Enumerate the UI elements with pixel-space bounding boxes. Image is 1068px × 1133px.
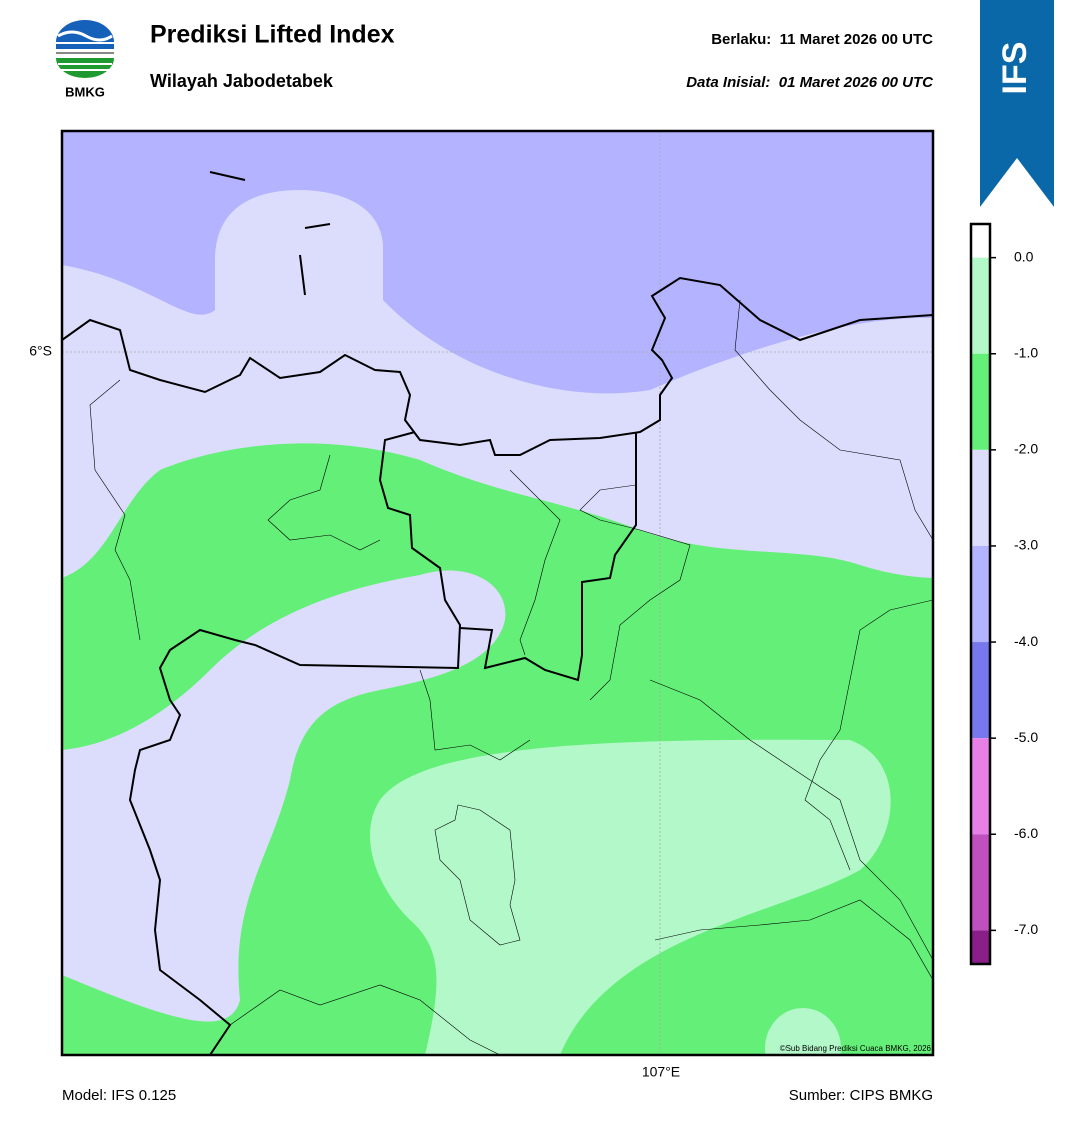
colorbar-tick-label: -1.0 (1014, 344, 1038, 360)
init-time: Data Inisial: 01 Maret 2026 00 UTC (686, 74, 934, 91)
colorbar-tick-label: -7.0 (1014, 921, 1038, 937)
map: 6°S 107°E ©Sub Bidang Prediksi Cuaca BMK… (29, 129, 935, 1080)
colorbar-tick-label: 0.0 (1014, 248, 1034, 264)
colorbar-segment (971, 545, 990, 643)
colorbar-tick-label: -4.0 (1014, 633, 1038, 649)
colorbar-tick-label: -3.0 (1014, 537, 1038, 553)
boundaries (89, 299, 933, 1055)
colorbar-segment (971, 257, 990, 354)
colorbar-segment (971, 930, 990, 964)
lat-label: 6°S (29, 343, 52, 359)
coastline (62, 171, 933, 1055)
colorbar-segment (971, 834, 990, 931)
colorbar-segment (971, 642, 990, 739)
colorbar-frame (969, 222, 992, 966)
badge-text: IFS (996, 42, 1034, 95)
colorbar-tick-label: -5.0 (1014, 729, 1038, 745)
footer-model: Model: IFS 0.125 (62, 1087, 176, 1104)
ifs-badge (980, 0, 1054, 207)
colorbar-segment (971, 449, 990, 546)
footer-source: Sumber: CIPS BMKG (789, 1087, 933, 1104)
credit: ©Sub Bidang Prediksi Cuaca BMKG, 2026 (780, 1044, 932, 1053)
title: Prediksi Lifted Index (150, 21, 395, 49)
logo-text: BMKG (65, 84, 105, 99)
colorbar-segment (971, 738, 990, 835)
colorbar-tick-label: -2.0 (1014, 441, 1038, 457)
bmkg-logo: BMKG (56, 20, 114, 99)
map-frame (60, 129, 935, 1057)
colorbar-segment (971, 353, 990, 450)
colorbar-tick-label: -6.0 (1014, 825, 1038, 841)
colorbar-segment (971, 224, 990, 258)
colorbar: 0.0 -1.0 -2.0 -3.0 -4.0 -5.0 -6.0 -7.0 (969, 222, 1038, 966)
valid-time: Berlaku: 11 Maret 2026 00 UTC (711, 31, 933, 48)
subtitle: Wilayah Jabodetabek (150, 71, 334, 91)
lon-label: 107°E (642, 1064, 680, 1080)
